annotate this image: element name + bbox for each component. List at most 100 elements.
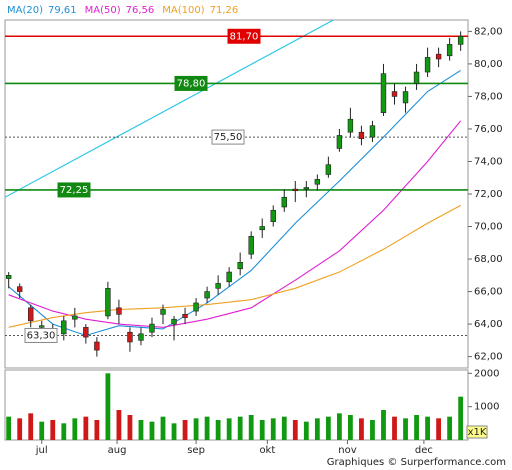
volume-bar (336, 413, 342, 440)
candle-body (39, 325, 45, 328)
volume-bar (28, 413, 34, 440)
volume-bar (39, 421, 45, 440)
volume-bar (72, 418, 78, 440)
volume-bar (138, 420, 144, 440)
volume-bar (17, 418, 23, 440)
volume-bar (414, 415, 419, 440)
candle-body (325, 164, 332, 175)
footer: Graphiques © Surperformance.com (327, 457, 506, 468)
candle-body (160, 309, 166, 315)
x-tick-label: aug (108, 445, 127, 456)
volume-bar (50, 420, 56, 440)
x-tick-label: nov (338, 445, 356, 456)
y-tick-label: 62,00 (474, 352, 503, 363)
candle-body (336, 135, 343, 149)
legend-value: 79,61 (48, 5, 77, 16)
trend-line (5, 20, 335, 198)
volume-bar (61, 423, 67, 440)
candle-body (94, 341, 100, 351)
volume-bar (348, 415, 353, 440)
y-tick-label: 80,00 (474, 59, 503, 70)
x-tick-label: jul (35, 445, 48, 456)
candle-body (61, 320, 67, 335)
legend-value: 71,26 (210, 5, 239, 16)
legend-name: MA(100) (162, 5, 204, 16)
candle-body (369, 125, 376, 138)
candle-body (237, 261, 243, 270)
volume-bar (127, 415, 133, 440)
volume-bar (160, 416, 166, 440)
volume-bar (270, 418, 276, 440)
candle-body (182, 314, 188, 318)
candle-body (424, 57, 431, 73)
y-tick-label: 70,00 (474, 222, 503, 233)
moving-average (8, 204, 461, 328)
y-tick-label: 68,00 (474, 254, 503, 265)
y-tick-label: 66,00 (474, 287, 503, 298)
candle-body (303, 187, 310, 190)
x-tick-label: okt (259, 445, 275, 456)
candle-body (457, 35, 464, 45)
volume-bar (6, 416, 12, 440)
volume-bar (303, 421, 309, 440)
volume-bar (237, 416, 243, 440)
candle-body (28, 307, 34, 322)
candle-body (16, 286, 23, 292)
candle-body (270, 209, 276, 222)
candle-body (391, 91, 398, 97)
legend-name: MA(50) (85, 5, 121, 16)
volume-unit: x1K (468, 427, 487, 438)
level-label: 78,80 (177, 78, 206, 89)
y-tick-label: 74,00 (474, 156, 503, 167)
volume-tick-label: 2000 (474, 368, 499, 379)
candle-body (402, 91, 409, 104)
candle-body (446, 44, 453, 57)
candle-body (72, 315, 78, 320)
volume-bar (359, 418, 364, 440)
candle-body (204, 291, 210, 299)
candle-body (215, 283, 221, 289)
legend-value: 76,56 (126, 5, 155, 16)
level-label-box (24, 327, 58, 343)
volume-bar (425, 416, 430, 440)
candle-body (226, 271, 232, 283)
candle-body (127, 331, 133, 343)
volume-frame (4, 369, 469, 441)
y-tick-label: 76,00 (474, 124, 503, 135)
legend-name: MA(20) (7, 5, 43, 16)
candle-body (193, 302, 199, 312)
candle-body (138, 333, 144, 341)
candle-body (116, 307, 122, 315)
candle-body (435, 53, 442, 60)
level-label-box (174, 75, 208, 91)
volume-bar (105, 373, 111, 440)
y-tick-label: 78,00 (474, 91, 503, 102)
y-tick-label: 64,00 (474, 319, 503, 330)
level-label: 81,70 (230, 31, 259, 42)
candle-body (83, 327, 89, 338)
unit-box (466, 425, 488, 439)
moving-average (8, 120, 462, 328)
volume-bar (94, 420, 100, 440)
x-tick-label: dec (415, 445, 433, 456)
volume-bar (436, 418, 442, 440)
candle-body (259, 226, 265, 231)
volume-bar (248, 415, 254, 440)
level-label-box (227, 28, 261, 44)
volume-bar (392, 416, 397, 440)
volume-bar (226, 418, 232, 440)
x-tick-label: sep (187, 445, 205, 456)
volume-bar (292, 420, 298, 440)
candle-body (149, 323, 155, 333)
candle-body (314, 179, 321, 185)
volume-tick-label: 1000 (474, 402, 499, 413)
candle-body (171, 318, 177, 325)
volume-bar (83, 416, 89, 440)
candle-body (413, 71, 420, 84)
candle-body (105, 288, 111, 317)
y-tick-label: 72,00 (474, 189, 503, 200)
volume-bar (381, 410, 386, 440)
volume-bar (314, 418, 320, 440)
candle-body (5, 275, 12, 279)
